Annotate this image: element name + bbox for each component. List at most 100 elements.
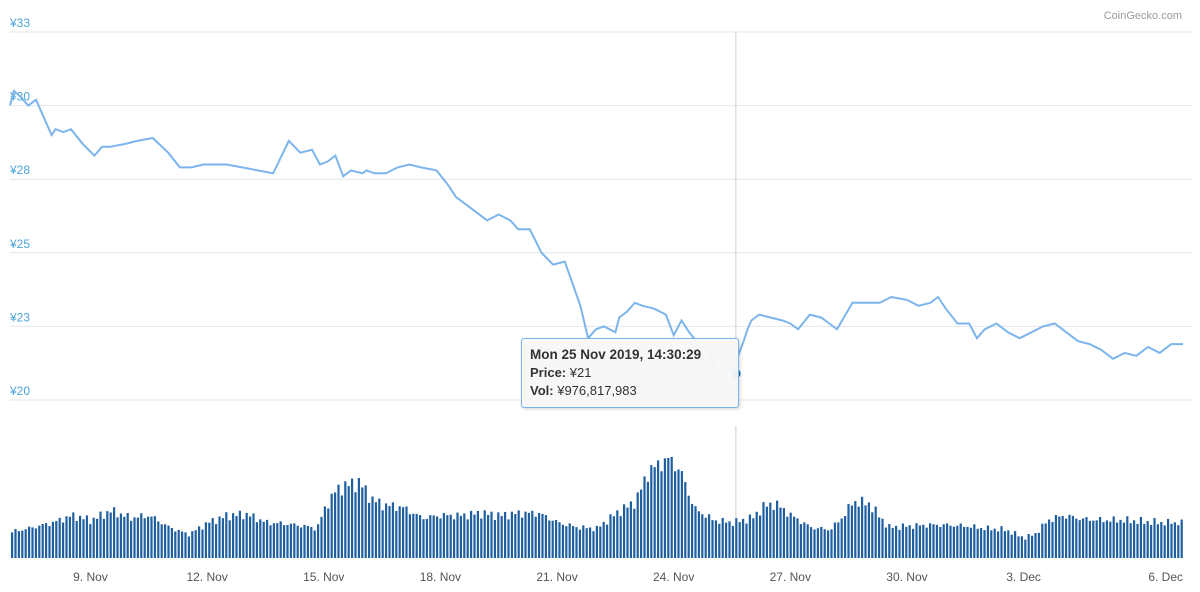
volume-bar — [1177, 525, 1180, 558]
volume-bar — [402, 507, 405, 558]
x-tick-label: 21. Nov — [536, 570, 577, 584]
volume-bar — [436, 516, 439, 558]
volume-bar — [55, 520, 58, 558]
volume-bar — [959, 523, 962, 558]
volume-bar — [1156, 524, 1159, 558]
volume-bar — [782, 508, 785, 558]
volume-bar — [823, 529, 826, 558]
volume-bar — [646, 481, 649, 558]
volume-bar — [599, 526, 602, 558]
x-tick-label: 9. Nov — [73, 570, 108, 584]
volume-bar — [575, 527, 578, 558]
volume-bar — [555, 520, 558, 558]
volume-bar — [551, 520, 554, 558]
volume-bar — [344, 481, 347, 558]
volume-bar — [442, 513, 445, 558]
volume-bar — [674, 471, 677, 558]
volume-bar — [701, 514, 704, 558]
volume-bar — [759, 515, 762, 558]
volume-bar — [68, 516, 71, 558]
x-tick-label: 15. Nov — [303, 570, 344, 584]
volume-bar — [262, 521, 265, 558]
volume-bar — [786, 516, 789, 558]
tooltip-vol-value: ¥976,817,983 — [557, 383, 637, 398]
volume-bar — [837, 522, 840, 558]
volume-bar — [357, 477, 360, 558]
volume-bar — [1061, 515, 1064, 558]
volume-bar — [408, 514, 411, 558]
x-tick-label: 24. Nov — [653, 570, 694, 584]
volume-bar — [827, 530, 830, 558]
price-line[interactable] — [9, 89, 1183, 375]
volume-bar — [765, 506, 768, 558]
volume-bar — [449, 514, 452, 558]
volume-bar — [997, 531, 1000, 558]
volume-bar — [303, 524, 306, 558]
volume-bar — [905, 526, 908, 558]
volume-bar — [595, 525, 598, 558]
y-tick-label: ¥23 — [9, 310, 30, 324]
volume-bar — [34, 528, 37, 558]
volume-bar — [385, 503, 388, 558]
volume-bar — [565, 526, 568, 558]
volume-bar — [235, 516, 238, 558]
volume-bar — [1085, 517, 1088, 558]
volume-bar — [806, 524, 809, 558]
volume-bar — [507, 519, 510, 558]
volume-bar — [548, 520, 551, 558]
volume-bar — [1095, 520, 1098, 558]
volume-bar — [58, 517, 61, 558]
volume-bar — [102, 518, 105, 558]
volume-bar — [1088, 520, 1091, 558]
volume-bar — [255, 522, 258, 558]
volume-bar — [793, 516, 796, 558]
volume-bar — [844, 516, 847, 558]
volume-bar — [89, 524, 92, 558]
volume-bar — [521, 517, 524, 558]
y-tick-label: ¥20 — [9, 384, 30, 398]
volume-bar — [487, 514, 490, 558]
volume-bar — [106, 511, 109, 558]
volume-bar — [1092, 520, 1095, 558]
volume-bar — [259, 519, 262, 558]
volume-bar — [293, 523, 296, 558]
tooltip-vol-label: Vol: — [530, 383, 554, 398]
volume-bar — [425, 518, 428, 558]
volume-bar — [568, 523, 571, 558]
volume-bar — [415, 513, 418, 558]
volume-bar — [279, 521, 282, 558]
volume-bar — [354, 492, 357, 558]
tooltip-price-value: ¥21 — [569, 365, 592, 380]
volume-bar — [167, 525, 170, 558]
volume-bar — [527, 512, 530, 558]
volume-bar — [140, 513, 143, 558]
volume-bar — [667, 457, 670, 558]
hover-tooltip: Mon 25 Nov 2019, 14:30:29 Price: ¥21 Vol… — [521, 338, 739, 408]
volume-bar — [17, 531, 20, 558]
volume-bar — [398, 506, 401, 558]
volume-bar — [310, 526, 313, 558]
credit-link[interactable]: CoinGecko.com — [1103, 10, 1182, 22]
x-tick-label: 18. Nov — [420, 570, 461, 584]
volume-bars — [11, 456, 1183, 558]
volume-bar — [677, 469, 680, 558]
volume-bar — [493, 520, 496, 558]
volume-bar — [334, 492, 337, 558]
volume-bar — [922, 524, 925, 558]
volume-bar — [616, 510, 619, 558]
volume-bar — [915, 523, 918, 558]
volume-bar — [395, 510, 398, 558]
volume-bar — [429, 515, 432, 558]
volume-bar — [1105, 520, 1108, 558]
volume-bar — [72, 512, 75, 558]
volume-bar — [538, 512, 541, 558]
volume-bar — [215, 524, 218, 558]
x-tick-label: 30. Nov — [886, 570, 927, 584]
volume-bar — [48, 526, 51, 558]
volume-bar — [779, 507, 782, 558]
volume-bar — [1075, 518, 1078, 558]
volume-bar — [1150, 524, 1153, 558]
volume-bar — [361, 487, 364, 558]
volume-bar — [704, 517, 707, 558]
volume-bar — [830, 529, 833, 558]
